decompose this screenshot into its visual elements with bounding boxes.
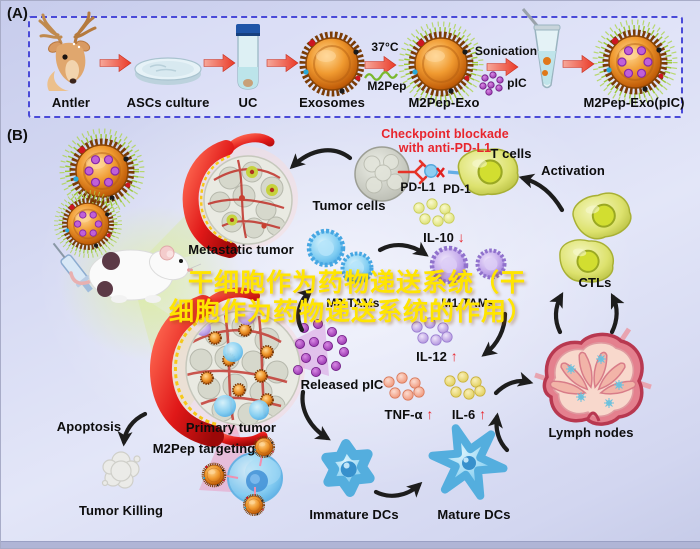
m2-tams-label: M2-TAMs: [326, 296, 380, 310]
panel-a-tag: (A): [7, 5, 28, 22]
arrow-lymph-to-ctls-1: [549, 292, 564, 335]
pd-1-label: PD-1: [443, 182, 471, 196]
beam-to-metastatic: [131, 189, 241, 271]
ctl-cell-icon-1: [569, 188, 635, 244]
lymph-node-illustration: [534, 327, 652, 426]
step-label-antler: Antler: [51, 95, 91, 110]
arrow-m2-to-m1: [377, 241, 429, 257]
tnf-up-arrow-icon: ↑: [426, 406, 434, 422]
pd-l1-label: PD-L1: [400, 180, 436, 194]
blocked-cross-icon: [436, 167, 445, 178]
il6-label: IL-6 ↑: [451, 406, 487, 422]
il10-dots: [413, 198, 455, 227]
pd1-receptor-ball: [424, 164, 438, 178]
il12-up-arrow-icon: ↑: [450, 348, 458, 364]
il12-text: IL-12: [416, 349, 448, 364]
metastatic-tumor-label: Metastatic tumor: [188, 242, 294, 257]
lymph-nodes-label: Lymph nodes: [548, 425, 634, 440]
arrow-pic-to-immaturedc: [300, 389, 331, 441]
tnf-alpha-label: TNF-α ↑: [384, 406, 434, 422]
il6-up-arrow-icon: ↑: [479, 406, 487, 422]
mature-dcs-label: Mature DCs: [437, 507, 511, 522]
panel-b-tag: (B): [7, 127, 28, 144]
ctls-label: CTLs: [578, 275, 612, 290]
arrow-ctl-to-tcell: [518, 173, 565, 213]
step-label-exosomes: Exosomes: [299, 95, 365, 110]
arrow-tumorcells-to-metastatic: [289, 148, 353, 170]
apoptosis-label: Apoptosis: [56, 419, 122, 434]
immature-dcs-label: Immature DCs: [309, 507, 399, 522]
m1-tams-label: M1-TAMs: [441, 296, 495, 310]
sonication-label: Sonication: [474, 44, 538, 58]
pic-label: pIC: [507, 76, 527, 90]
step-label-uc: UC: [238, 95, 258, 110]
lymph-node-dc-marks: [566, 354, 624, 408]
dead-tumor-cell-icon: [101, 451, 141, 489]
arrow-to-lymphnodes: [493, 371, 534, 396]
arrow-maturedc-up: [487, 412, 510, 453]
injected-exosome-1: [62, 131, 142, 211]
step-label-m2pep-exo: M2Pep-Exo: [408, 95, 480, 110]
tnf-alpha-dots: [383, 372, 425, 401]
primary-tumor-label: Primary tumor: [185, 420, 277, 435]
arrow-immature-to-mature: [373, 481, 423, 498]
checkpoint-blockade-line1: Checkpoint blockade: [381, 127, 509, 141]
incubation-temp-label: 37°C: [371, 40, 399, 54]
checkpoint-blockade-line2: with anti-PD-L1: [398, 141, 492, 155]
arrow-apoptosis: [117, 411, 148, 447]
il12-label: IL-12 ↑: [416, 348, 458, 364]
il10-text: IL-10: [423, 230, 455, 245]
il10-down-arrow-icon: ↓: [457, 229, 465, 245]
tumor-cells-label: Tumor cells: [312, 198, 386, 213]
t-cells-label: T cells: [490, 146, 532, 161]
arrow-lymph-to-ctls-2: [609, 292, 625, 335]
tnf-alpha-text: TNF-α: [384, 407, 423, 422]
m2pep-targeting-label: M2Pep targeting: [152, 441, 256, 456]
released-pic-label: Released pIC: [300, 377, 384, 392]
injected-exosome-2: [56, 192, 120, 256]
step-label-ascs-culture: ASCs culture: [126, 95, 210, 110]
metastatic-tumor-illustration: [182, 133, 298, 258]
syringe-icon: [52, 242, 93, 293]
tumor-killing-label: Tumor Killing: [78, 503, 164, 518]
pd1-stalk: [447, 170, 472, 176]
mature-dc-icon: [428, 424, 508, 500]
m2pep-label: M2Pep: [367, 79, 407, 93]
watermark-line2: 细胞作为药物递送系统的作用）: [168, 298, 534, 326]
immature-dc-icon: [321, 439, 375, 497]
il6-text: IL-6: [451, 407, 476, 422]
bottom-edge-strip: [1, 541, 700, 548]
il10-label: IL-10 ↓: [423, 229, 465, 245]
step-label-m2pep-exo-pic: M2Pep-Exo(pIC): [583, 95, 685, 110]
activation-label: Activation: [541, 163, 605, 178]
il6-dots: [444, 371, 486, 400]
